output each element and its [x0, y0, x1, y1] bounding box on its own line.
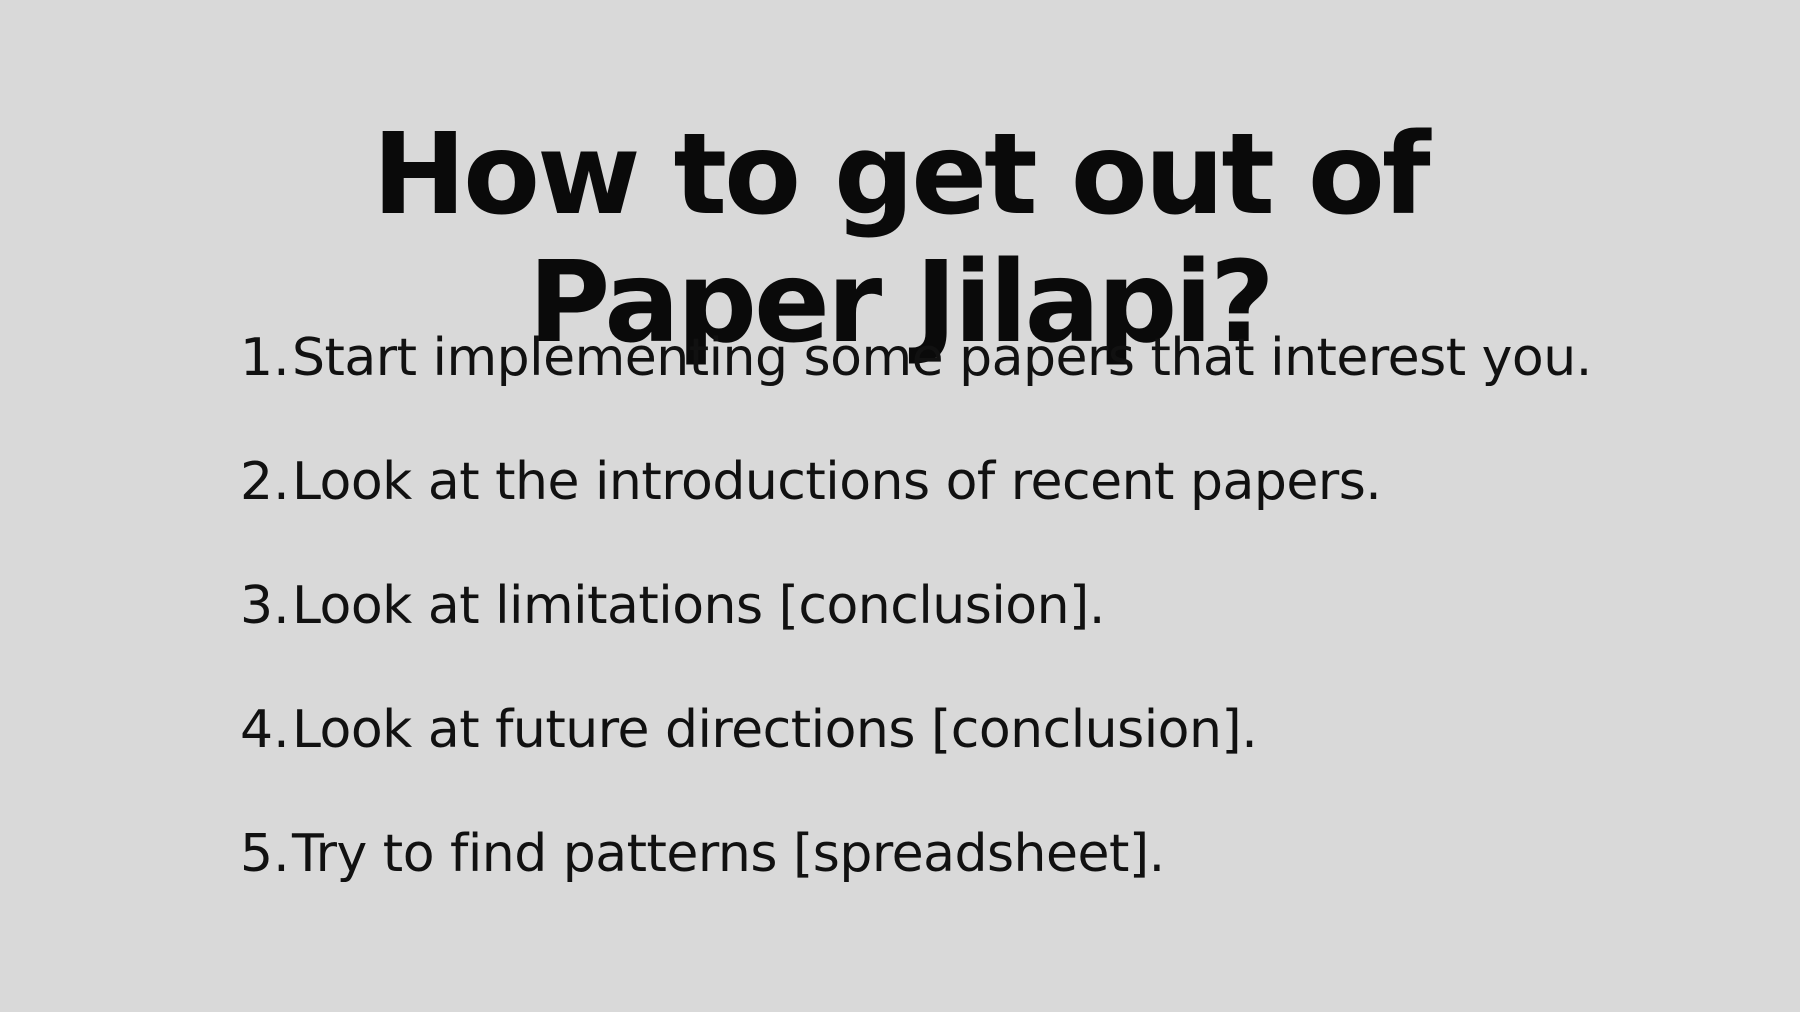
list-item-text: Look at limitations [conclusion]. — [292, 576, 1105, 636]
slide-title: How to get out of Paper Jilapi? — [0, 111, 1800, 367]
list-item-number: 5. — [240, 824, 290, 884]
list-item-number: 4. — [240, 700, 290, 760]
title-line-2: Paper Jilapi? — [528, 238, 1275, 369]
list-item-text: Look at future directions [conclusion]. — [292, 700, 1258, 760]
list-item-number: 2. — [240, 452, 290, 512]
list-item: 1. Start implementing some papers that i… — [240, 328, 1592, 452]
steps-list: 1. Start implementing some papers that i… — [240, 328, 1592, 948]
list-item: 4. Look at future directions [conclusion… — [240, 700, 1592, 824]
title-line-1: How to get out of — [372, 110, 1430, 241]
list-item-text: Start implementing some papers that inte… — [292, 328, 1592, 388]
list-item: 5. Try to find patterns [spreadsheet]. — [240, 824, 1592, 948]
list-item-text: Try to find patterns [spreadsheet]. — [292, 824, 1165, 884]
list-item: 3. Look at limitations [conclusion]. — [240, 576, 1592, 700]
list-item: 2. Look at the introductions of recent p… — [240, 452, 1592, 576]
list-item-number: 3. — [240, 576, 290, 636]
list-item-text: Look at the introductions of recent pape… — [292, 452, 1382, 512]
list-item-number: 1. — [240, 328, 290, 388]
